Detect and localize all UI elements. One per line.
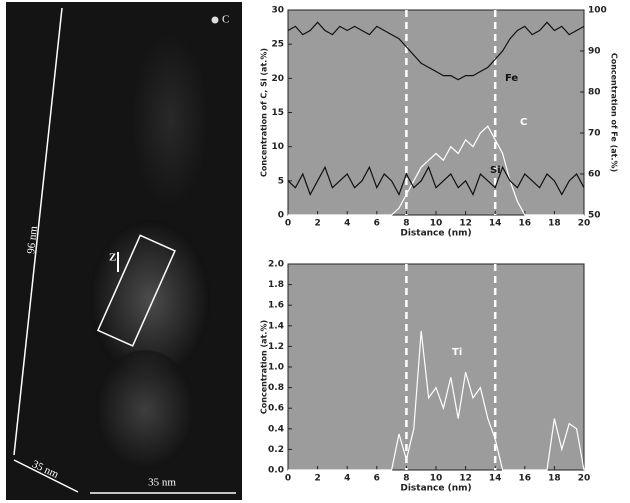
x-tick-label: 10 xyxy=(430,474,443,484)
x-tick-label: 6 xyxy=(374,474,380,484)
x-tick-label: 2 xyxy=(314,219,320,229)
x-axis-title: Distance (nm) xyxy=(400,484,471,494)
y-tick-label: 0.0 xyxy=(268,466,284,476)
x-tick-label: 18 xyxy=(548,219,561,229)
x-tick-label: 16 xyxy=(519,219,532,229)
x-tick-label: 2 xyxy=(314,474,320,484)
x-tick-label: 14 xyxy=(489,219,502,229)
x-tick-label: 8 xyxy=(403,474,409,484)
y-tick-label: 1.2 xyxy=(268,342,284,352)
y2-tick-label: 50 xyxy=(588,211,601,221)
series-line xyxy=(287,21,585,81)
y-tick-label: 1.8 xyxy=(268,280,284,290)
apt-reconstruction: 96 nm 35 nm 35 nm Z C xyxy=(6,2,242,500)
series-label: Si xyxy=(490,165,501,176)
y2-tick-label: 100 xyxy=(588,6,607,16)
y-tick-label: 0.6 xyxy=(268,404,284,414)
plot-area xyxy=(287,9,585,216)
x-tick-label: 12 xyxy=(459,219,472,229)
x-tick-label: 4 xyxy=(344,474,350,484)
series-label: Fe xyxy=(505,73,518,84)
y2-tick-label: 60 xyxy=(588,170,601,180)
legend-label: C xyxy=(222,14,229,26)
y-axis-title: Concentration (at.%) xyxy=(260,320,269,414)
y-axis-title: Concentration of C, Si (at.%) xyxy=(260,48,269,177)
y2-axis-title: Concentration of Fe (at.%) xyxy=(610,53,619,172)
y-tick-label: 5 xyxy=(278,176,284,186)
width-label: 35 nm xyxy=(148,477,176,489)
y-tick-label: 25 xyxy=(271,40,284,50)
y-tick-label: 1.6 xyxy=(268,301,284,311)
series-line xyxy=(287,165,585,196)
y-tick-label: 2.0 xyxy=(268,260,284,270)
x-tick-label: 4 xyxy=(344,219,350,229)
direction-label: Z xyxy=(109,252,116,264)
x-tick-label: 18 xyxy=(548,474,561,484)
y-tick-label: 1.4 xyxy=(268,321,284,331)
y-tick-label: 10 xyxy=(271,142,284,152)
y-tick-label: 0.2 xyxy=(268,445,284,455)
y-tick-label: 20 xyxy=(271,74,284,84)
y2-tick-label: 70 xyxy=(588,129,601,139)
y-tick-label: 15 xyxy=(271,108,284,118)
x-tick-label: 20 xyxy=(578,219,591,229)
y-tick-label: 1.0 xyxy=(268,363,284,373)
x-tick-label: 20 xyxy=(578,474,591,484)
scale-label: 96 nm xyxy=(25,225,40,254)
y-tick-label: 0.8 xyxy=(268,383,284,393)
y2-tick-label: 80 xyxy=(588,88,601,98)
x-tick-label: 8 xyxy=(403,219,409,229)
x-tick-label: 6 xyxy=(374,219,380,229)
x-tick-label: 12 xyxy=(459,474,472,484)
y-tick-label: 0.4 xyxy=(268,424,284,434)
x-tick-label: 14 xyxy=(489,474,502,484)
series-label: Ti xyxy=(452,347,462,358)
x-tick-label: 16 xyxy=(519,474,532,484)
y-tick-label: 30 xyxy=(271,6,284,16)
series-line xyxy=(288,330,585,471)
plot-area xyxy=(287,263,585,471)
series-label: C xyxy=(520,117,527,128)
y2-tick-label: 90 xyxy=(588,47,601,57)
x-tick-label: 0 xyxy=(285,219,291,229)
x-tick-label: 0 xyxy=(285,474,291,484)
x-axis-title: Distance (nm) xyxy=(400,229,471,239)
x-tick-label: 10 xyxy=(430,219,443,229)
series-line xyxy=(288,125,584,216)
y-tick-label: 0 xyxy=(278,211,284,221)
